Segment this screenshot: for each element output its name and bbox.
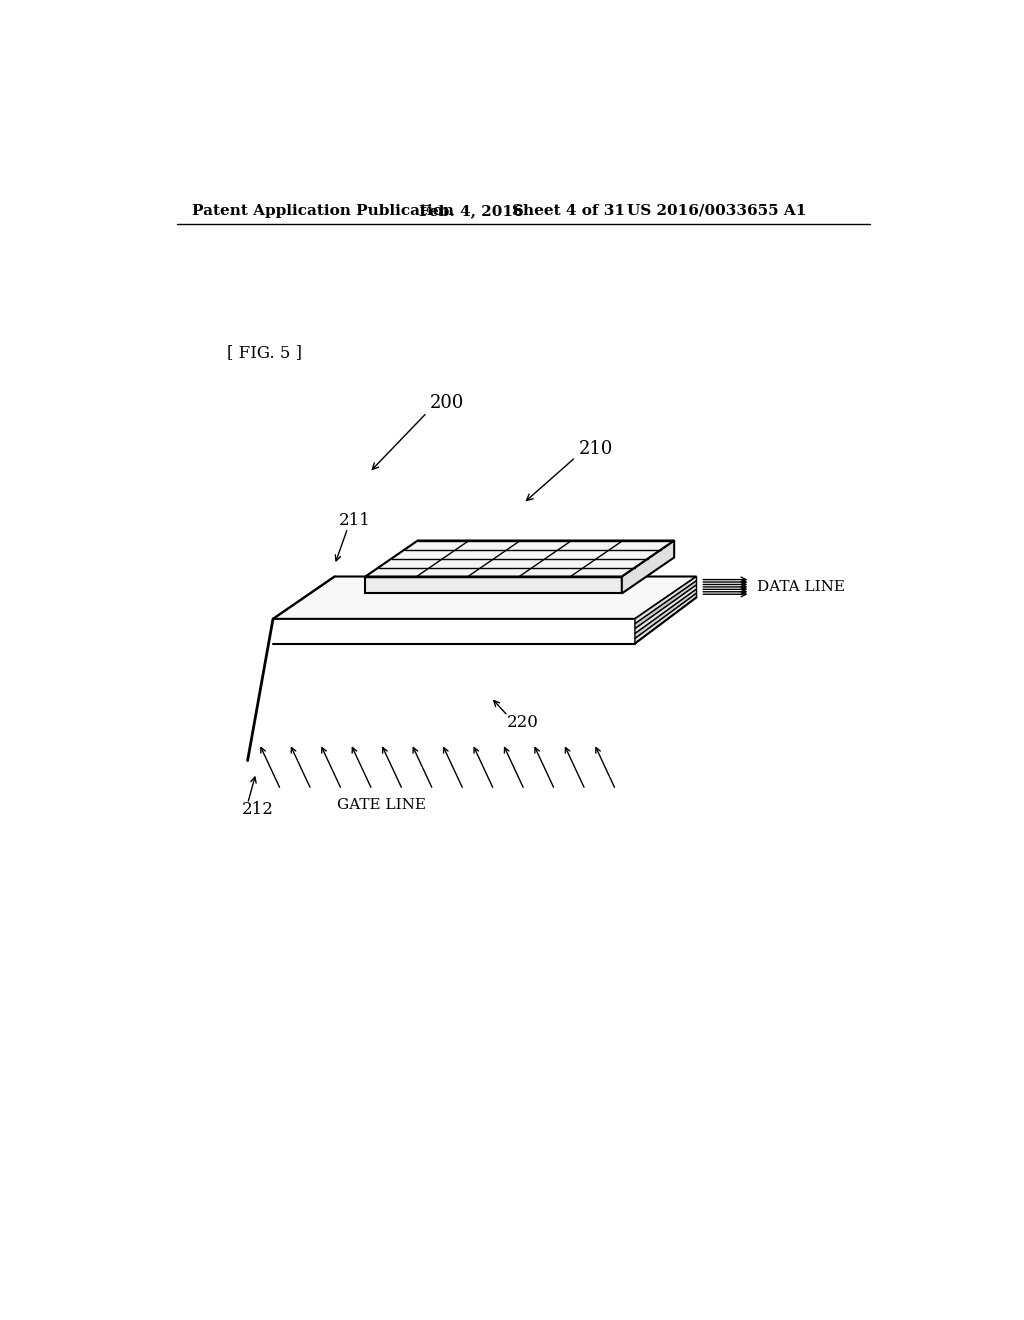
Polygon shape <box>622 540 674 594</box>
Text: US 2016/0033655 A1: US 2016/0033655 A1 <box>628 203 807 218</box>
Text: Patent Application Publication: Patent Application Publication <box>193 203 455 218</box>
Polygon shape <box>635 585 696 634</box>
Polygon shape <box>366 577 622 594</box>
Text: 211: 211 <box>339 512 371 529</box>
Text: 220: 220 <box>506 714 539 730</box>
Text: 200: 200 <box>429 395 464 412</box>
Polygon shape <box>635 581 696 628</box>
Polygon shape <box>635 589 696 639</box>
Polygon shape <box>366 540 674 577</box>
Text: DATA LINE: DATA LINE <box>757 579 845 594</box>
Text: Feb. 4, 2016: Feb. 4, 2016 <box>419 203 524 218</box>
Text: Sheet 4 of 31: Sheet 4 of 31 <box>512 203 625 218</box>
Text: GATE LINE: GATE LINE <box>337 799 426 812</box>
Text: [ FIG. 5 ]: [ FIG. 5 ] <box>226 345 302 360</box>
Text: 210: 210 <box>579 441 613 458</box>
Polygon shape <box>635 593 696 644</box>
Polygon shape <box>635 577 696 624</box>
Text: 212: 212 <box>243 800 274 817</box>
Polygon shape <box>273 577 696 619</box>
